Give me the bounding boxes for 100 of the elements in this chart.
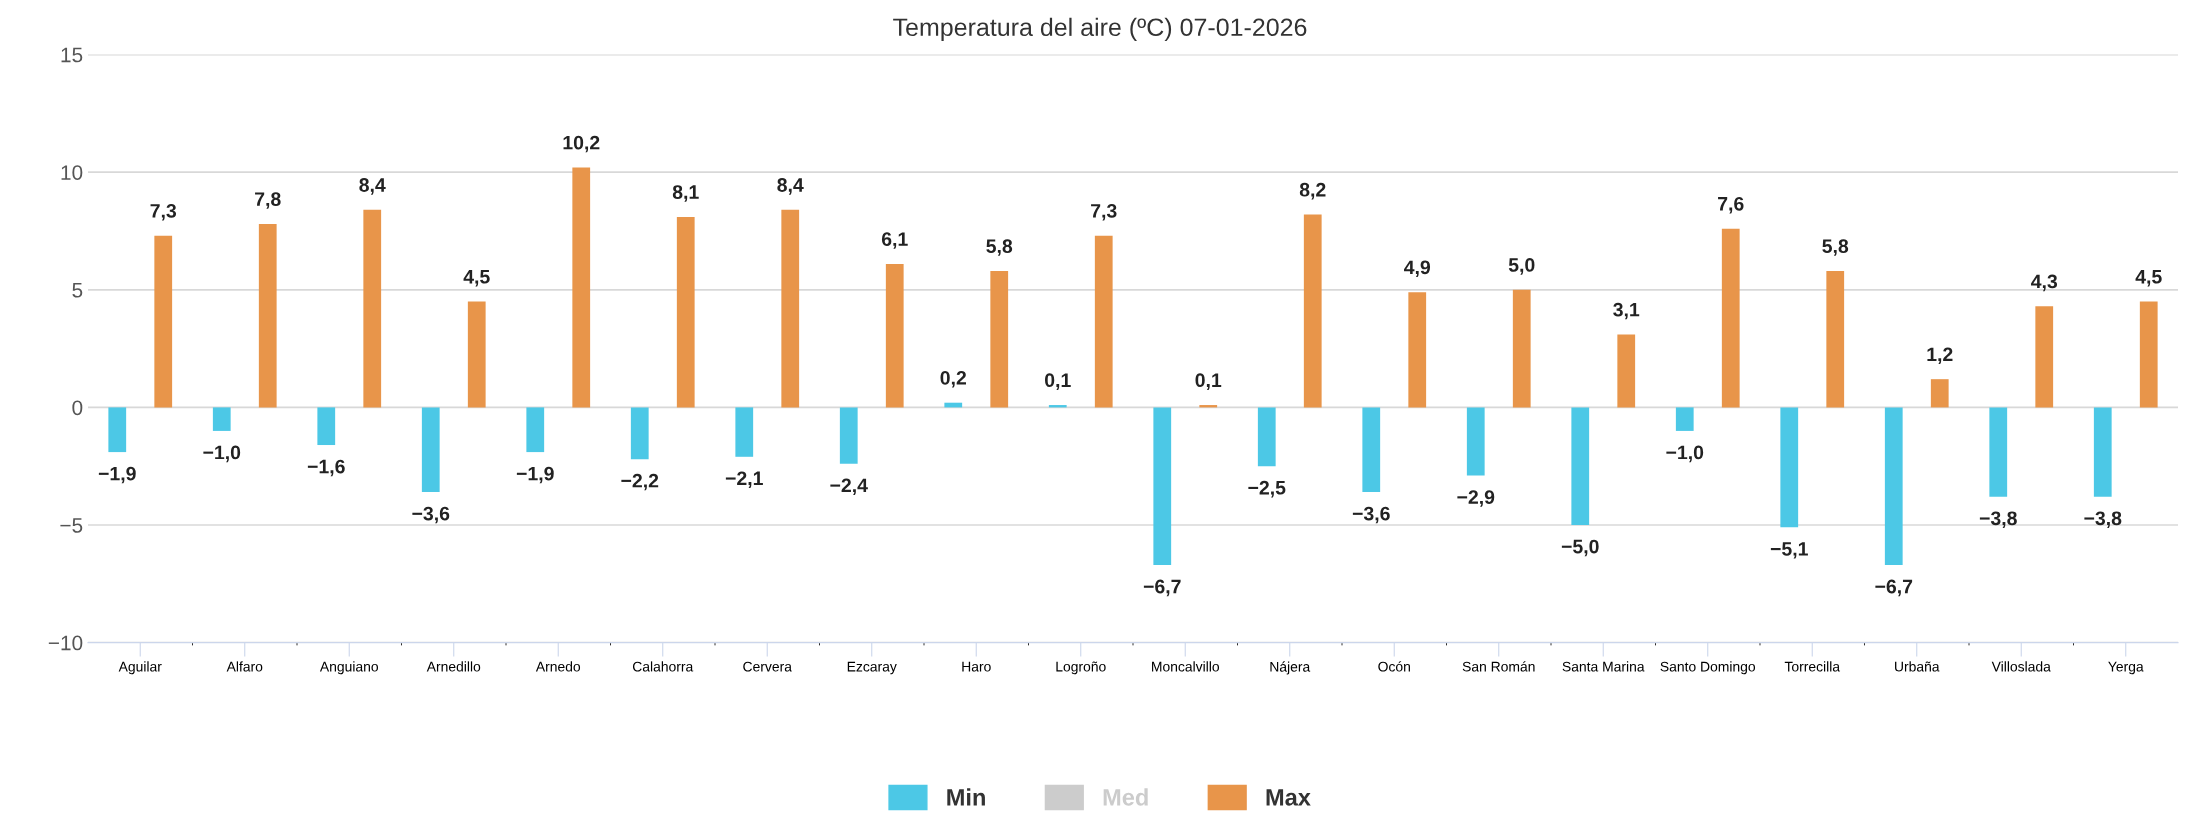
data-label: −3,6 [1352,506,1390,524]
bar [990,270,1009,408]
data-label: −1,0 [203,445,241,463]
data-label: −1,0 [1666,445,1704,463]
x-tick-label: Santa Marina [1562,661,1645,672]
x-tick-label: Alfaro [226,661,263,672]
data-label: 8,4 [359,178,386,195]
data-label: 8,4 [777,178,804,195]
data-label: 3,1 [1613,302,1640,320]
x-tick-label: Cervera [743,661,792,672]
legend-label: Max [1266,789,1311,806]
bar [1826,270,1845,408]
x-tick-label: Aguilar [118,661,162,675]
x-tick-label: Nájera [1270,661,1311,675]
bar [212,407,231,431]
y-tick-label: 10 [61,165,83,180]
data-label: 8,2 [1299,182,1326,200]
bar [885,263,904,408]
x-tick-label: Haro [962,661,991,672]
bar [1408,292,1427,408]
data-label: −2,9 [1457,490,1495,507]
bar [1989,407,2008,497]
bar [572,167,591,408]
data-label: 8,1 [672,185,699,202]
x-tick-label: Arnedillo [426,661,481,672]
x-tick-label: Ocón [1378,661,1410,672]
bar [526,407,545,453]
y-tick-label: 15 [61,47,83,63]
bar [467,301,486,408]
bar [108,407,127,453]
x-tick-label: Yerga [2108,661,2144,675]
bar [1153,407,1172,565]
data-label: −2,2 [621,473,659,491]
x-tick-label: Logroño [1056,661,1106,675]
data-label: 0,1 [1045,373,1071,390]
bar [1617,334,1636,408]
bar [421,407,440,493]
x-tick-label: Moncalvillo [1152,661,1220,672]
data-label: −6,7 [1875,579,1913,597]
bar [781,209,800,408]
y-tick-label: −5 [60,518,83,533]
data-label: 0,2 [940,370,966,388]
legend-label: Min [947,788,985,806]
x-tick-label: Arnedo [535,661,581,672]
bar [1675,407,1694,431]
bar [630,407,649,460]
x-tick-label: Urbaña [1895,661,1940,672]
bar [735,407,754,457]
x-tick-label: Calahorra [632,661,694,672]
y-tick-label: −10 [48,635,83,651]
data-label: 0,1 [1195,373,1222,390]
data-label: 5,8 [986,239,1013,256]
data-label: −1,6 [307,459,345,477]
data-label: 7,8 [255,192,281,209]
data-label: −3,6 [412,506,450,524]
bar [1257,407,1276,467]
data-label: −2,4 [830,478,868,496]
bar [1512,289,1531,408]
x-tick-label: Santo Domingo [1660,661,1756,675]
bar [1303,214,1322,408]
chart-title: Temperatura del aire (ºC) 07-01-2026 [893,17,1307,42]
y-tick-label: 5 [72,283,83,298]
bar [1362,407,1381,493]
bar [1094,235,1113,408]
x-tick-label: Villoslada [1991,661,2051,672]
data-label: 4,9 [1404,260,1431,278]
data-label: −6,7 [1143,579,1181,597]
data-label: −5,0 [1561,539,1599,557]
data-label: 7,6 [1718,196,1744,214]
bar [363,209,382,408]
bar [1466,407,1485,476]
bar [2035,306,2054,408]
data-label: 1,2 [1927,347,1953,365]
data-label: 6,1 [881,232,908,249]
data-label: −2,1 [725,471,763,489]
data-label: −1,9 [98,466,136,484]
data-label: −1,9 [516,466,554,484]
data-label: 7,3 [150,203,177,221]
bar [1930,379,1949,408]
x-tick-label: San Román [1462,661,1535,672]
bar [2139,301,2158,408]
y-tick-label: 0 [72,400,83,416]
bar [676,216,695,408]
bar [258,223,277,408]
bar [2093,407,2112,497]
bar [154,235,173,408]
x-tick-label: Anguiano [319,661,379,675]
bar [1884,407,1903,565]
data-label: −3,8 [1979,511,2017,528]
data-label: 4,5 [2135,270,2162,287]
data-label: 4,3 [2031,274,2058,292]
data-label: −5,1 [1770,542,1808,559]
bar [839,407,858,464]
data-label: 10,2 [563,135,600,153]
data-label: 4,5 [463,270,490,287]
data-label: 5,8 [1822,239,1849,256]
bar [1721,228,1740,408]
x-tick-label: Torrecilla [1784,661,1841,672]
bar [1780,407,1799,528]
data-label: −3,8 [2084,511,2122,528]
